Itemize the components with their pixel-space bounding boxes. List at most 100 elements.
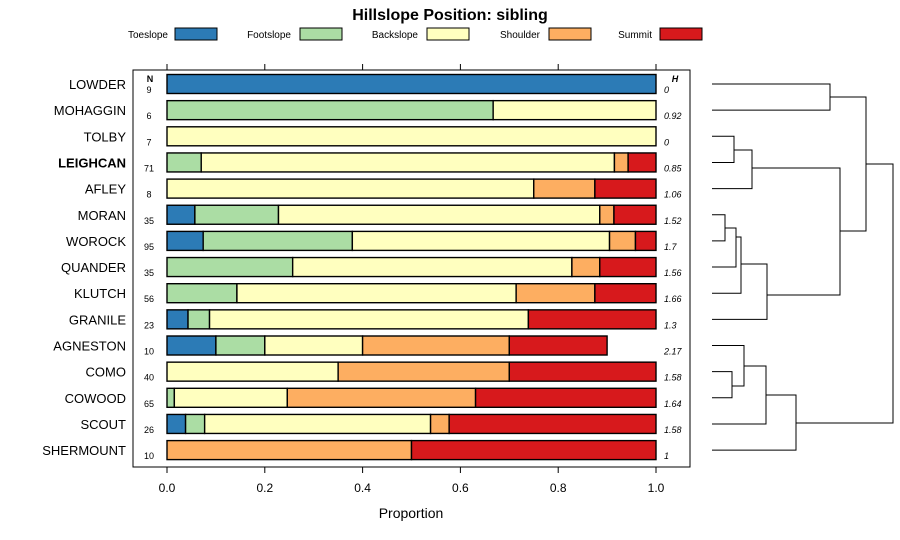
bar-segment-afley-backslope xyxy=(166,178,535,199)
h-header: H xyxy=(672,74,679,84)
row-label-klutch: KLUTCH xyxy=(74,286,126,301)
bar-segment-quander-backslope xyxy=(291,256,573,278)
h-value-moran: 1.52 xyxy=(664,216,682,226)
bar-segment-cowood-summit xyxy=(474,387,657,408)
h-value-shermount: 1 xyxy=(664,451,669,461)
bar-segment-lowder-toeslope xyxy=(166,73,657,95)
x-tick-label: 0.8 xyxy=(550,481,567,495)
x-tick-label: 0.0 xyxy=(159,481,176,495)
legend-label-summit: Summit xyxy=(618,30,652,41)
h-value-leighcan: 0.85 xyxy=(664,163,683,173)
row-label-granile: GRANILE xyxy=(69,312,126,327)
bar-segment-agneston-shoulder xyxy=(361,335,511,356)
n-header: N xyxy=(147,74,154,84)
n-value-lowder: 9 xyxy=(146,85,151,95)
legend: Toeslope Footslope Backslope Shoulder Summit xyxy=(128,27,703,41)
bar-segment-quander-shoulder xyxy=(571,256,601,278)
bar-segment-mohaggin-backslope xyxy=(492,99,657,121)
bar-segment-shermount-shoulder xyxy=(166,439,413,461)
bar-segment-leighcan-shoulder xyxy=(613,152,629,173)
row-label-quander: QUANDER xyxy=(61,260,126,275)
dendro-link xyxy=(712,345,745,387)
bar-segment-granile-footslope xyxy=(187,309,211,330)
bar-segment-moran-shoulder xyxy=(599,204,615,225)
bar-segment-cowood-shoulder xyxy=(286,387,477,408)
row-label-scout: SCOUT xyxy=(81,417,127,432)
n-value-agneston: 10 xyxy=(144,347,154,357)
bar-segment-scout-shoulder xyxy=(429,413,450,435)
plot-frame xyxy=(132,69,691,468)
dendro-link xyxy=(712,236,742,294)
bar-segment-scout-summit xyxy=(448,413,657,435)
row-label-agneston: AGNESTON xyxy=(53,339,126,354)
bar-segment-worock-backslope xyxy=(351,230,611,252)
bar-segment-scout-footslope xyxy=(184,413,206,435)
bars-group xyxy=(166,73,657,461)
dendro-link xyxy=(712,83,831,111)
bar-segment-shermount-summit xyxy=(410,439,657,461)
row-label-afley: AFLEY xyxy=(85,182,127,197)
bar-segment-moran-backslope xyxy=(277,204,601,225)
bar-segment-cowood-footslope xyxy=(166,387,176,408)
n-value-scout: 26 xyxy=(144,425,154,435)
bar-segment-moran-footslope xyxy=(194,204,280,225)
dendro-link xyxy=(712,214,726,242)
dendro-link xyxy=(712,227,737,268)
row-label-leighcan: LEIGHCAN xyxy=(58,155,126,170)
dendrogram xyxy=(712,83,894,451)
row-label-cowood: COWOOD xyxy=(65,391,126,406)
legend-label-toeslope: Toeslope xyxy=(128,30,168,41)
bar-segment-worock-shoulder xyxy=(608,230,637,252)
bar-segment-moran-summit xyxy=(613,204,657,225)
row-label-worock: WOROCK xyxy=(66,234,126,249)
bar-segment-agneston-toeslope xyxy=(166,335,217,356)
dendro-link xyxy=(712,149,753,190)
bar-segment-leighcan-summit xyxy=(627,152,657,173)
bar-segment-granile-toeslope xyxy=(166,309,189,330)
n-labels: 9 6 7 71 8 35 95 35 56 23 10 40 65 26 10 xyxy=(144,85,154,461)
row-label-como: COMO xyxy=(86,365,126,380)
bar-segment-agneston-summit xyxy=(508,335,608,356)
bar-segment-scout-toeslope xyxy=(166,413,187,435)
bar-segment-quander-summit xyxy=(599,256,657,278)
x-tick-label: 1.0 xyxy=(648,481,665,495)
row-label-tolby: TOLBY xyxy=(84,129,127,144)
h-labels: 0 0.92 0 0.85 1.06 1.52 1.7 1.56 1.66 1.3 2.17 1.58… xyxy=(663,85,683,461)
x-tick-label: 0.2 xyxy=(256,481,273,495)
dendro-link xyxy=(712,263,768,320)
h-value-agneston: 2.17 xyxy=(663,347,683,357)
bar-segment-worock-summit xyxy=(634,230,657,252)
n-value-granile: 23 xyxy=(144,320,154,330)
dendro-link xyxy=(712,394,797,451)
legend-swatch-shoulder xyxy=(548,27,592,41)
bar-segment-agneston-footslope xyxy=(215,335,266,356)
n-value-cowood: 65 xyxy=(144,399,154,409)
bar-segment-quander-footslope xyxy=(166,256,294,278)
x-tick-label: 0.4 xyxy=(354,481,371,495)
h-value-worock: 1.7 xyxy=(664,242,678,252)
row-labels: LOWDER MOHAGGIN TOLBY LEIGHCAN AFLEY MORAN WOR… xyxy=(42,77,126,458)
bar-segment-klutch-summit xyxy=(594,283,657,304)
bar-segment-worock-toeslope xyxy=(166,230,204,252)
legend-label-shoulder: Shoulder xyxy=(500,30,541,41)
row-label-shermount: SHERMOUNT xyxy=(42,443,126,458)
bar-segment-como-backslope xyxy=(166,361,339,382)
h-value-afley: 1.06 xyxy=(664,190,682,200)
legend-swatch-summit xyxy=(659,27,703,41)
bar-segment-leighcan-backslope xyxy=(200,152,616,173)
h-value-mohaggin: 0.92 xyxy=(664,111,682,121)
n-value-worock: 95 xyxy=(144,242,154,252)
legend-swatch-backslope xyxy=(426,27,470,41)
bar-segment-como-summit xyxy=(508,361,657,382)
dendro-link xyxy=(796,163,894,424)
n-value-como: 40 xyxy=(144,373,154,383)
h-value-quander: 1.56 xyxy=(664,268,682,278)
h-value-lowder: 0 xyxy=(664,85,669,95)
n-value-klutch: 56 xyxy=(144,294,154,304)
bar-segment-tolby-backslope xyxy=(166,126,657,147)
row-label-mohaggin: MOHAGGIN xyxy=(54,103,126,118)
dendro-link xyxy=(712,135,735,163)
dendro-link xyxy=(752,167,841,296)
h-value-klutch: 1.66 xyxy=(664,294,682,304)
bar-segment-granile-backslope xyxy=(208,309,530,330)
